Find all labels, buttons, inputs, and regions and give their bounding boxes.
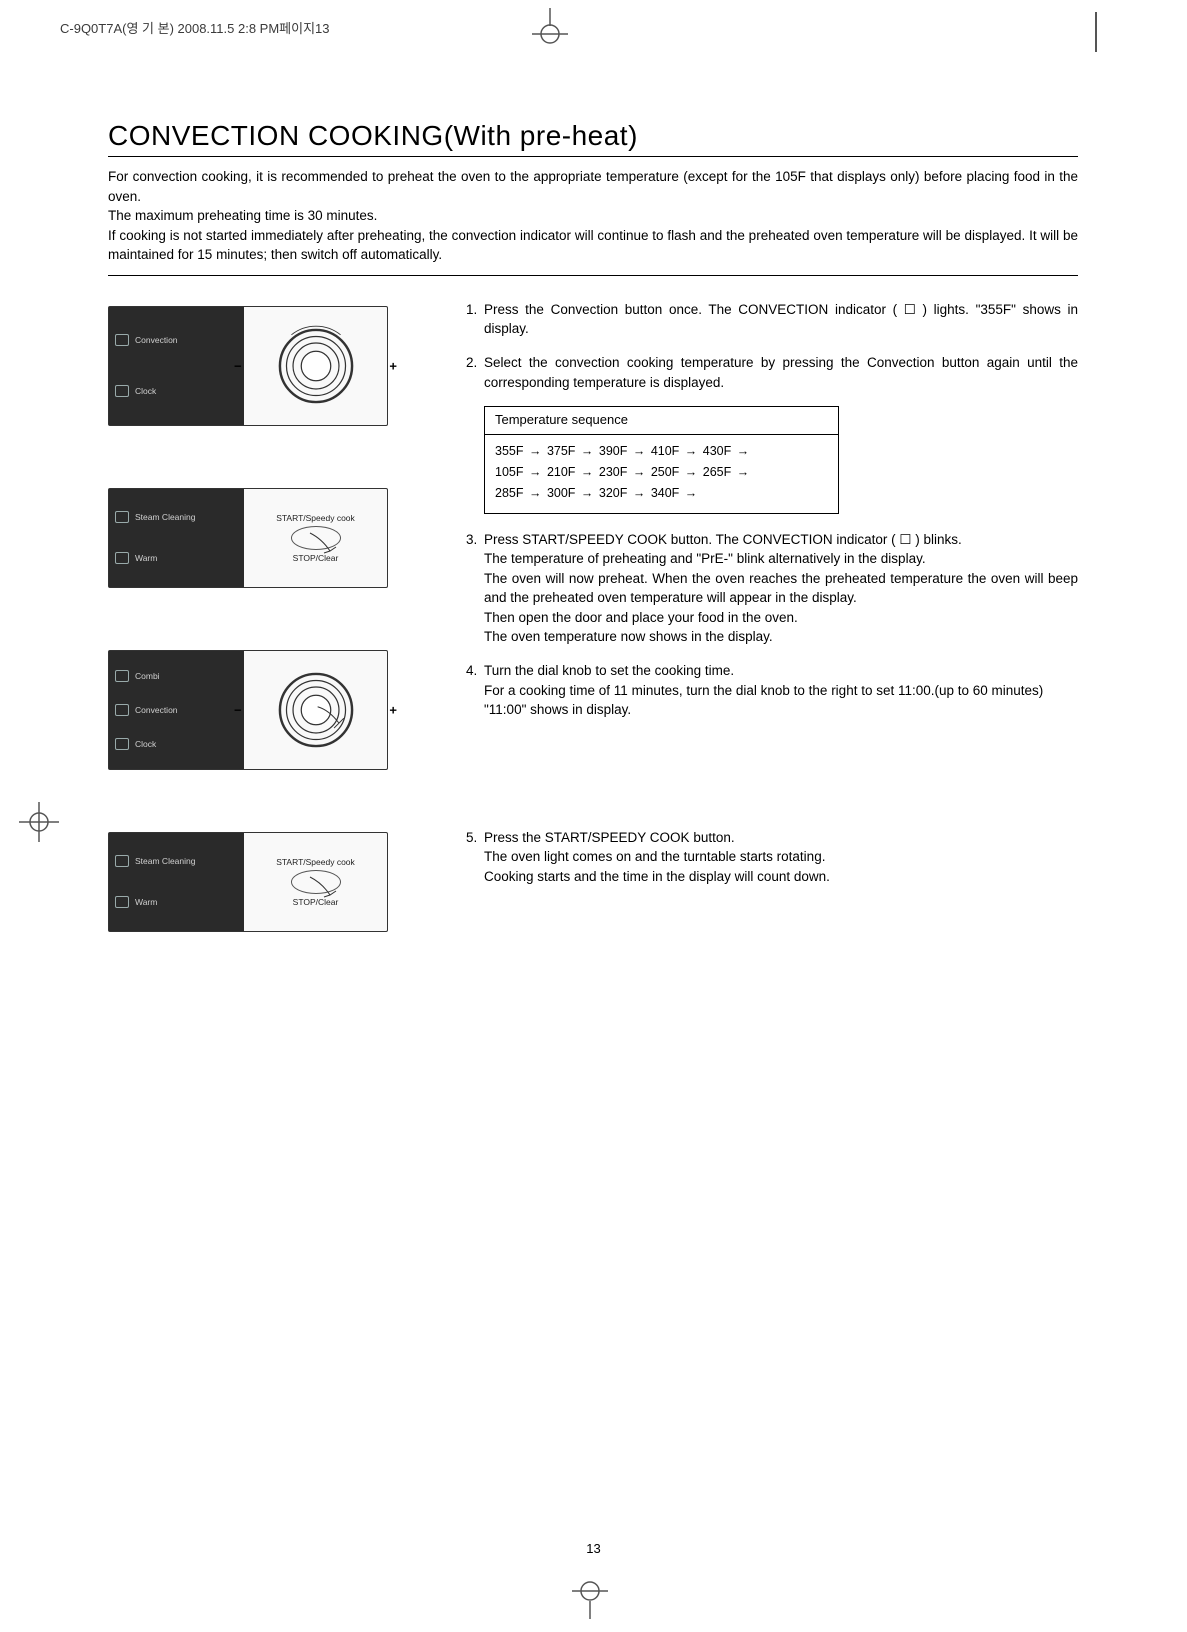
temperature-sequence-box: Temperature sequence 355F → 375F → 390F … [484, 406, 839, 514]
crop-mark-top [520, 8, 580, 53]
intro-line: For convection cooking, it is recommende… [108, 167, 1078, 206]
step-text: Press START/SPEEDY COOK button. The CONV… [484, 530, 1078, 647]
dial-plus: + [389, 358, 397, 373]
panel-btn-label: Warm [135, 897, 157, 907]
panel-mini-icon [115, 704, 129, 716]
panel-dial-area: − + [244, 651, 387, 769]
content-row: Convection Clock − + Steam Cleaning Warm [108, 300, 1078, 932]
dial-minus: − [234, 702, 242, 717]
panel-btn-row: Clock [115, 738, 238, 750]
control-panel-3: Combi Convection Clock − + [108, 650, 388, 770]
panel-btn-row: Clock [115, 385, 238, 397]
file-header: C-9Q0T7A(영 기 본) 2008.11.5 2:8 PM페이지13 [60, 18, 330, 37]
crop-mark-left [14, 792, 64, 857]
crop-mark-right [1095, 12, 1097, 52]
panel-mini-icon [115, 385, 129, 397]
panel-btn-row: Warm [115, 552, 238, 564]
start-label: START/Speedy cook [276, 513, 355, 523]
panel-mini-icon [115, 738, 129, 750]
temp-box-body: 355F → 375F → 390F → 410F → 430F → 105F … [485, 435, 838, 513]
panel-btn-label: Convection [135, 705, 178, 715]
intro-line: The maximum preheating time is 30 minute… [108, 206, 1078, 226]
panel-button-area: START/Speedy cook STOP/Clear [244, 833, 387, 931]
dial-icon [275, 325, 357, 407]
divider [108, 275, 1078, 276]
step-number: 2. [466, 353, 484, 392]
step-line: The temperature of preheating and "PrE-"… [484, 549, 1078, 569]
panel-btn-row: Convection [115, 334, 238, 346]
control-panel-2: Steam Cleaning Warm START/Speedy cook ST… [108, 488, 388, 588]
step-text: Turn the dial knob to set the cooking ti… [484, 661, 1078, 720]
panel-btn-row: Combi [115, 670, 238, 682]
dial-minus: − [234, 358, 242, 373]
step-number: 5. [466, 828, 484, 887]
panel-mini-icon [115, 670, 129, 682]
panel-btn-label: Clock [135, 739, 156, 749]
start-label: START/Speedy cook [276, 857, 355, 867]
dial-icon [275, 669, 357, 751]
panel-dark-buttons: Convection Clock [109, 307, 244, 425]
step-2: 2. Select the convection cooking tempera… [466, 353, 1078, 392]
step-line: "11:00" shows in display. [484, 700, 1078, 720]
panel-button-area: START/Speedy cook STOP/Clear [244, 489, 387, 587]
control-panel-1: Convection Clock − + [108, 306, 388, 426]
step-line: Press the START/SPEEDY COOK button. [484, 828, 1078, 848]
panel-btn-label: Combi [135, 671, 160, 681]
step-1: 1. Press the Convection button once. The… [466, 300, 1078, 339]
step-line: Cooking starts and the time in the displ… [484, 867, 1078, 887]
panel-mini-icon [115, 855, 129, 867]
step-line: Then open the door and place your food i… [484, 608, 1078, 628]
intro-line: If cooking is not started immediately af… [108, 226, 1078, 265]
panel-dark-buttons: Steam Cleaning Warm [109, 833, 244, 931]
temp-row: 285F → 300F → 320F → 340F → [495, 483, 828, 504]
step-line: For a cooking time of 11 minutes, turn t… [484, 681, 1078, 701]
panel-dark-buttons: Combi Convection Clock [109, 651, 244, 769]
page-content: CONVECTION COOKING(With pre-heat) For co… [108, 120, 1078, 932]
panel-btn-row: Convection [115, 704, 238, 716]
panel-mini-icon [115, 896, 129, 908]
step-line: The oven temperature now shows in the di… [484, 627, 1078, 647]
step-line: Turn the dial knob to set the cooking ti… [484, 661, 1078, 681]
control-panel-4: Steam Cleaning Warm START/Speedy cook ST… [108, 832, 388, 932]
panel-mini-icon [115, 511, 129, 523]
step-number: 4. [466, 661, 484, 720]
page-title: CONVECTION COOKING(With pre-heat) [108, 120, 1078, 157]
panel-mini-icon [115, 552, 129, 564]
start-button-icon [291, 526, 341, 550]
temp-row: 105F → 210F → 230F → 250F → 265F → [495, 462, 828, 483]
step-line: The oven will now preheat. When the oven… [484, 569, 1078, 608]
panel-btn-label: Warm [135, 553, 157, 563]
step-text: Select the convection cooking temperatur… [484, 353, 1078, 392]
panel-btn-row: Steam Cleaning [115, 511, 238, 523]
step-3: 3. Press START/SPEEDY COOK button. The C… [466, 530, 1078, 647]
images-column: Convection Clock − + Steam Cleaning Warm [108, 300, 418, 932]
step-text: Press the START/SPEEDY COOK button. The … [484, 828, 1078, 887]
panel-mini-icon [115, 334, 129, 346]
step-number: 1. [466, 300, 484, 339]
temp-box-header: Temperature sequence [485, 407, 838, 435]
step-line: Press START/SPEEDY COOK button. The CONV… [484, 530, 1078, 550]
step-text: Press the Convection button once. The CO… [484, 300, 1078, 339]
crop-mark-bottom [560, 1579, 620, 1624]
dial-plus: + [389, 702, 397, 717]
step-number: 3. [466, 530, 484, 647]
step-4: 4. Turn the dial knob to set the cooking… [466, 661, 1078, 720]
panel-btn-row: Steam Cleaning [115, 855, 238, 867]
start-button-icon [291, 870, 341, 894]
intro-block: For convection cooking, it is recommende… [108, 167, 1078, 265]
step-5: 5. Press the START/SPEEDY COOK button. T… [466, 828, 1078, 887]
page-number: 13 [0, 1541, 1187, 1556]
panel-btn-label: Steam Cleaning [135, 512, 195, 522]
panel-btn-label: Steam Cleaning [135, 856, 195, 866]
panel-btn-row: Warm [115, 896, 238, 908]
panel-dial-area: − + [244, 307, 387, 425]
panel-dark-buttons: Steam Cleaning Warm [109, 489, 244, 587]
instructions-column: 1. Press the Convection button once. The… [466, 300, 1078, 932]
panel-btn-label: Convection [135, 335, 178, 345]
step-line: The oven light comes on and the turntabl… [484, 847, 1078, 867]
panel-btn-label: Clock [135, 386, 156, 396]
temp-row: 355F → 375F → 390F → 410F → 430F → [495, 441, 828, 462]
